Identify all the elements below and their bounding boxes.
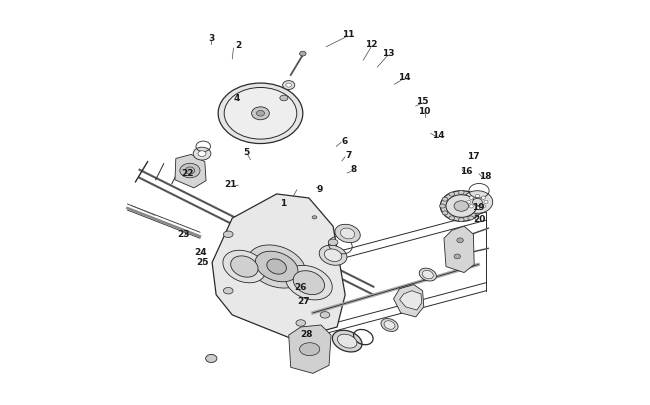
Text: 10: 10 bbox=[417, 106, 430, 115]
Text: 15: 15 bbox=[417, 97, 429, 106]
Text: 19: 19 bbox=[472, 202, 484, 211]
Text: 14: 14 bbox=[398, 72, 411, 81]
Ellipse shape bbox=[458, 218, 464, 222]
Ellipse shape bbox=[442, 198, 448, 202]
Ellipse shape bbox=[335, 225, 360, 243]
Ellipse shape bbox=[422, 271, 434, 279]
Ellipse shape bbox=[296, 320, 306, 326]
Ellipse shape bbox=[312, 216, 317, 220]
Ellipse shape bbox=[474, 198, 480, 202]
Ellipse shape bbox=[224, 88, 297, 140]
Ellipse shape bbox=[462, 191, 493, 214]
Ellipse shape bbox=[341, 228, 355, 239]
Ellipse shape bbox=[469, 205, 473, 209]
Ellipse shape bbox=[324, 249, 342, 262]
Text: 2: 2 bbox=[235, 41, 241, 50]
Ellipse shape bbox=[468, 193, 474, 197]
Ellipse shape bbox=[257, 111, 265, 117]
Polygon shape bbox=[175, 155, 206, 188]
Ellipse shape bbox=[468, 216, 474, 220]
Ellipse shape bbox=[474, 211, 480, 215]
Ellipse shape bbox=[475, 195, 480, 198]
Text: 21: 21 bbox=[224, 180, 237, 189]
Polygon shape bbox=[444, 227, 474, 273]
Polygon shape bbox=[212, 194, 345, 339]
Text: 20: 20 bbox=[473, 214, 485, 223]
Ellipse shape bbox=[384, 321, 395, 329]
Ellipse shape bbox=[185, 168, 195, 175]
Text: 27: 27 bbox=[298, 296, 310, 305]
Ellipse shape bbox=[446, 195, 476, 218]
Ellipse shape bbox=[439, 205, 445, 209]
Ellipse shape bbox=[231, 256, 258, 277]
Text: 18: 18 bbox=[479, 172, 492, 181]
Text: 13: 13 bbox=[382, 48, 395, 58]
Ellipse shape bbox=[332, 330, 362, 352]
Ellipse shape bbox=[285, 266, 332, 300]
Ellipse shape bbox=[449, 193, 455, 197]
Ellipse shape bbox=[381, 319, 398, 332]
Text: 6: 6 bbox=[341, 136, 348, 145]
Text: 12: 12 bbox=[365, 40, 377, 49]
Ellipse shape bbox=[224, 288, 233, 294]
Ellipse shape bbox=[252, 108, 269, 120]
Ellipse shape bbox=[419, 269, 436, 281]
Text: 1: 1 bbox=[280, 198, 286, 207]
Ellipse shape bbox=[320, 312, 330, 318]
Ellipse shape bbox=[300, 343, 320, 356]
Ellipse shape bbox=[223, 251, 266, 283]
Ellipse shape bbox=[454, 201, 469, 212]
Polygon shape bbox=[393, 285, 424, 317]
Text: 16: 16 bbox=[460, 166, 473, 176]
Ellipse shape bbox=[482, 205, 486, 209]
Ellipse shape bbox=[454, 254, 460, 259]
Ellipse shape bbox=[458, 191, 464, 195]
Polygon shape bbox=[400, 291, 422, 310]
Ellipse shape bbox=[300, 52, 306, 57]
Ellipse shape bbox=[205, 354, 217, 362]
Ellipse shape bbox=[475, 207, 480, 210]
Ellipse shape bbox=[484, 201, 488, 204]
Text: 11: 11 bbox=[342, 30, 355, 39]
Ellipse shape bbox=[224, 232, 233, 238]
Ellipse shape bbox=[469, 196, 473, 200]
Ellipse shape bbox=[180, 164, 200, 178]
Text: 3: 3 bbox=[208, 34, 214, 43]
Text: 5: 5 bbox=[243, 148, 250, 157]
Ellipse shape bbox=[449, 216, 455, 220]
Ellipse shape bbox=[337, 334, 357, 348]
Ellipse shape bbox=[248, 245, 306, 288]
Text: 28: 28 bbox=[300, 329, 313, 338]
Ellipse shape bbox=[482, 196, 486, 200]
Ellipse shape bbox=[198, 151, 206, 157]
Text: 23: 23 bbox=[177, 229, 189, 239]
Ellipse shape bbox=[283, 81, 294, 90]
Ellipse shape bbox=[328, 239, 338, 246]
Ellipse shape bbox=[467, 201, 471, 204]
Ellipse shape bbox=[457, 238, 463, 243]
Ellipse shape bbox=[193, 148, 211, 161]
Text: 25: 25 bbox=[196, 258, 208, 266]
Polygon shape bbox=[289, 325, 331, 373]
Text: 8: 8 bbox=[351, 165, 357, 174]
Ellipse shape bbox=[442, 211, 448, 215]
Ellipse shape bbox=[280, 96, 288, 102]
Ellipse shape bbox=[293, 271, 324, 295]
Text: 22: 22 bbox=[181, 169, 194, 178]
Ellipse shape bbox=[319, 245, 347, 266]
Ellipse shape bbox=[266, 259, 287, 275]
Text: 7: 7 bbox=[345, 151, 352, 160]
Ellipse shape bbox=[255, 252, 298, 282]
Ellipse shape bbox=[440, 191, 482, 222]
Ellipse shape bbox=[218, 84, 303, 144]
Text: 14: 14 bbox=[432, 130, 445, 139]
Text: 24: 24 bbox=[194, 247, 207, 256]
Ellipse shape bbox=[473, 199, 482, 206]
Text: 26: 26 bbox=[294, 282, 306, 292]
Text: 9: 9 bbox=[316, 184, 322, 193]
Text: 17: 17 bbox=[467, 152, 480, 161]
Ellipse shape bbox=[286, 84, 292, 88]
Ellipse shape bbox=[477, 205, 483, 209]
Text: 4: 4 bbox=[234, 94, 240, 102]
